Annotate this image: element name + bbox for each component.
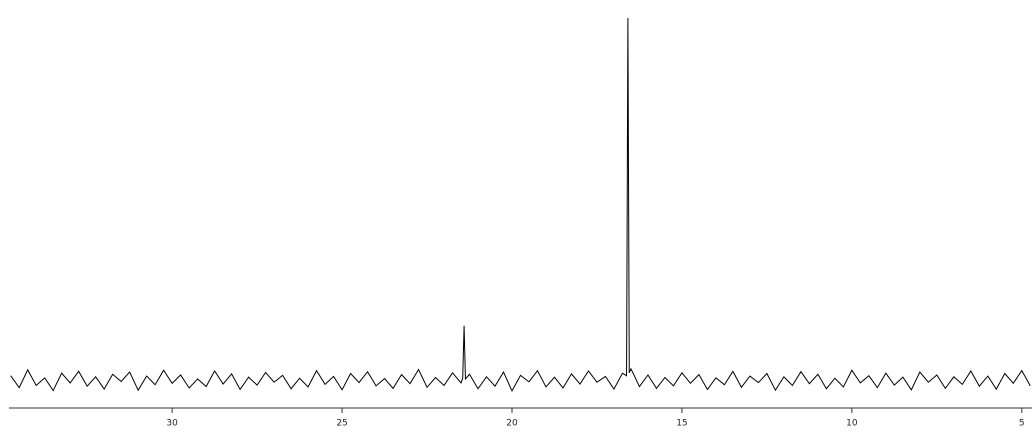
spectrum-chart: 30 25 20 15 10 5 (0, 0, 1032, 432)
x-tick-label: 20 (506, 419, 518, 429)
x-tick-label: 5 (1019, 419, 1025, 429)
x-tick-label: 30 (166, 419, 178, 429)
spectrum-line (11, 18, 1031, 391)
x-tick-label: 25 (336, 419, 347, 429)
x-tick-label: 15 (676, 419, 687, 429)
x-tick-label: 10 (846, 419, 858, 429)
